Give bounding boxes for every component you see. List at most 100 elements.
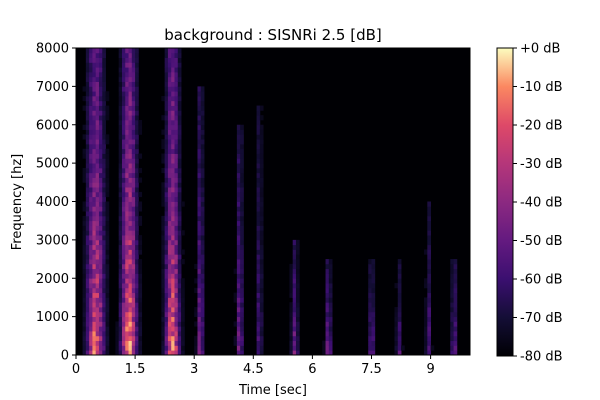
spectrogram-cell (174, 167, 179, 174)
spectrogram-cell (171, 244, 175, 250)
spectrogram-cell (102, 311, 106, 318)
spectrogram-cell (121, 287, 126, 294)
spectrogram-cell (295, 307, 300, 313)
spectrogram-cell (236, 206, 241, 212)
spectrogram-cell (197, 263, 202, 270)
spectrogram-cell (171, 81, 175, 87)
spectrogram-cell (325, 331, 330, 337)
spectrogram-cell (181, 311, 185, 318)
spectrogram-cell (95, 57, 100, 63)
spectrogram-cell (92, 148, 97, 154)
spectrogram-cell (118, 311, 123, 318)
spectrogram-cell (177, 91, 182, 97)
spectrogram-cell (394, 350, 399, 356)
spectrogram-cell (200, 143, 205, 150)
spectrogram-cell (171, 191, 175, 198)
spectrogram-cell (102, 321, 106, 327)
spectrogram-cell (102, 167, 106, 174)
spectrogram-cell (292, 239, 297, 246)
spectrogram-cell (171, 235, 175, 241)
spectrogram-cell (118, 119, 123, 126)
spectrogram-cell (200, 278, 205, 284)
spectrogram-cell (328, 326, 333, 332)
spectrogram-cell (125, 71, 129, 78)
spectrogram-cell (128, 129, 133, 135)
spectrogram-cell (95, 52, 100, 58)
spectrogram-cell (325, 283, 330, 289)
spectrogram-cell (89, 48, 93, 54)
spectrogram-cell (177, 302, 182, 308)
spectrogram-cell (92, 153, 97, 159)
spectrogram-cell (98, 158, 103, 164)
spectrogram-cell (128, 292, 133, 298)
spectrogram-cell (102, 143, 106, 150)
spectrogram-cell (197, 244, 202, 250)
spectrogram-cell (89, 316, 93, 322)
spectrogram-cell (118, 167, 123, 174)
spectrogram-cell (200, 91, 205, 97)
spectrogram-cell (233, 292, 238, 298)
spectrogram-cell (292, 249, 297, 255)
spectrogram-cell (424, 331, 428, 337)
spectrogram-cell (240, 206, 244, 212)
spectrogram-cell (95, 345, 100, 351)
spectrogram-cell (118, 67, 123, 73)
spectrogram-cell (197, 177, 202, 183)
spectrogram-cell (131, 134, 136, 140)
spectrogram-cell (259, 153, 264, 159)
spectrogram-cell (322, 340, 326, 346)
spectrogram-cell (161, 297, 166, 303)
spectrogram-cell (121, 105, 126, 111)
spectrogram-cell (89, 297, 93, 303)
spectrogram-cell (240, 278, 244, 284)
spectrogram-cell (161, 340, 166, 346)
spectrogram-cell (171, 321, 175, 327)
spectrogram-cell (292, 263, 297, 270)
spectrogram-cell (128, 48, 133, 54)
spectrogram-cell (368, 335, 372, 342)
spectrogram-cell (89, 167, 93, 174)
spectrogram-cell (181, 297, 185, 303)
spectrogram-cell (121, 115, 126, 121)
spectrogram-cell (95, 129, 100, 135)
spectrogram-cell (92, 48, 97, 54)
spectrogram-cell (98, 139, 103, 145)
spectrogram-cell (95, 287, 100, 294)
spectrogram-cell (105, 259, 110, 265)
spectrogram-cell (138, 307, 143, 313)
spectrogram-cell (167, 239, 172, 246)
spectrogram-cell (256, 350, 261, 356)
spectrogram-cell (236, 254, 241, 260)
spectrogram-cell (197, 153, 202, 159)
spectrogram-cell (450, 311, 454, 318)
spectrogram-cell (197, 235, 202, 241)
spectrogram-cell (131, 167, 136, 174)
spectrogram-cell (197, 187, 202, 193)
spectrogram-cell (82, 307, 87, 313)
spectrogram-cell (89, 124, 93, 130)
spectrogram-cell (118, 91, 123, 97)
spectrogram-cell (105, 239, 110, 246)
spectrogram-cell (177, 340, 182, 346)
spectrogram-cell (181, 283, 185, 289)
spectrogram-cell (397, 311, 402, 318)
spectrogram-cell (259, 158, 264, 164)
spectrogram-cell (427, 220, 431, 226)
spectrogram-cell (450, 340, 454, 346)
spectrogram-cell (105, 163, 110, 169)
spectrogram-cell (85, 297, 90, 303)
spectrogram-cell (259, 273, 264, 279)
spectrogram-cell (121, 81, 126, 87)
spectrogram-cell (138, 263, 143, 270)
spectrogram-cell (256, 235, 261, 241)
spectrogram-cell (171, 254, 175, 260)
spectrogram-cell (256, 326, 261, 332)
spectrogram-cell (89, 278, 93, 284)
spectrogram-cell (259, 311, 264, 318)
spectrogram-cell (236, 215, 241, 222)
spectrogram-cell (125, 263, 129, 270)
spectrogram-cell (125, 143, 129, 150)
spectrogram-cell (128, 220, 133, 226)
spectrogram-cell (197, 278, 202, 284)
spectrogram-cell (125, 316, 129, 322)
